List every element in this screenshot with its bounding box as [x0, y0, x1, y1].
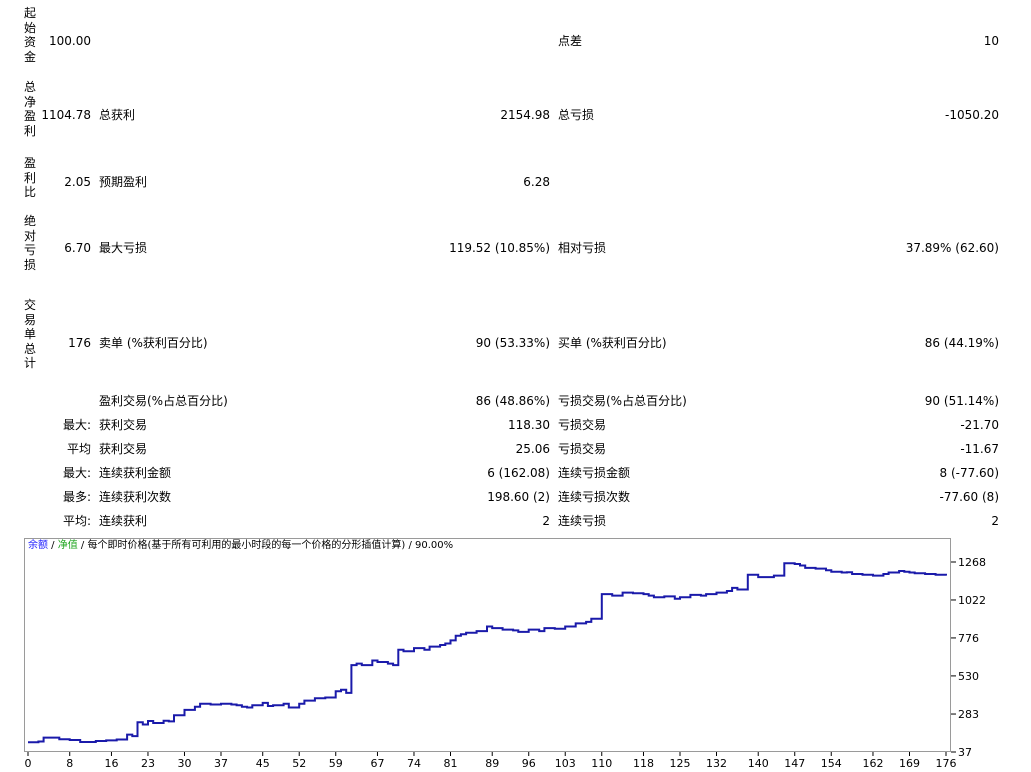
- y-tick-label: 37: [958, 746, 972, 759]
- short-positions-value: 90 (53.33%): [475, 336, 550, 350]
- x-tick-label: 37: [214, 757, 228, 770]
- legend-balance: 余额: [28, 540, 48, 551]
- row-left-label: 连续获利: [99, 514, 148, 528]
- x-tick-label: 52: [292, 757, 306, 770]
- row-right-label: 连续亏损: [558, 514, 607, 528]
- row-right-label: 亏损交易: [558, 442, 607, 456]
- y-tick-label: 776: [958, 632, 979, 645]
- x-tick-label: 16: [104, 757, 118, 770]
- x-tick-label: 74: [407, 757, 421, 770]
- row-left-label: 获利交易: [99, 442, 148, 456]
- x-tick-label: 30: [177, 757, 191, 770]
- profit-factor-value: 2.05: [64, 175, 91, 189]
- row-left-value: 2: [542, 514, 550, 528]
- gross-loss-value: -1050.20: [945, 108, 999, 122]
- x-tick-label: 0: [25, 757, 32, 770]
- loss-trades-label: 亏损交易(%占总百分比): [558, 394, 687, 408]
- row-right-label: 连续亏损金额: [558, 466, 631, 480]
- gross-loss-label: 总亏损: [558, 108, 595, 122]
- x-tick-label: 67: [370, 757, 384, 770]
- balance-chart-panel[interactable]: 余额 / 净值 / 每个即时价格(基于所有可利用的最小时段的每一个价格的分形插值…: [24, 538, 1024, 772]
- row-right-label: 连续亏损次数: [558, 490, 631, 504]
- legend-separator: /: [48, 540, 58, 551]
- absolute-drawdown-value: 6.70: [64, 241, 91, 255]
- row-left-label: 连续获利金额: [99, 466, 172, 480]
- row-right-value: -77.60 (8): [939, 490, 1000, 504]
- total-trades-value: 176: [68, 336, 91, 350]
- short-positions-label: 卖单 (%获利百分比): [99, 336, 208, 350]
- chart-legend: 余额 / 净值 / 每个即时价格(基于所有可利用的最小时段的每一个价格的分形插值…: [28, 540, 453, 552]
- row-left-label: 获利交易: [99, 418, 148, 432]
- balance-series-line: [28, 562, 947, 744]
- row-left-value: 198.60 (2): [487, 490, 550, 504]
- x-tick-label: 162: [862, 757, 883, 770]
- x-tick-label: 103: [555, 757, 576, 770]
- legend-equity: 净值: [57, 540, 78, 551]
- long-positions-value: 86 (44.19%): [924, 336, 999, 350]
- x-tick-label: 8: [66, 757, 73, 770]
- row-right-value: -11.67: [960, 442, 999, 456]
- profit-trades-value: 86 (48.86%): [475, 394, 550, 408]
- spread-value: 10: [983, 34, 999, 48]
- relative-drawdown-label: 相对亏损: [558, 241, 607, 255]
- x-tick-label: 132: [706, 757, 727, 770]
- loss-trades-value: 90 (51.14%): [924, 394, 999, 408]
- x-tick-label: 81: [443, 757, 457, 770]
- row-right-value: 2: [991, 514, 999, 528]
- x-tick-label: 169: [899, 757, 920, 770]
- row-right-label: 亏损交易: [558, 418, 607, 432]
- long-positions-label: 买单 (%获利百分比): [558, 336, 667, 350]
- gross-profit-value: 2154.98: [500, 108, 550, 122]
- y-tick-label: 283: [958, 708, 979, 721]
- absolute-drawdown-label: 绝对亏损: [23, 214, 36, 272]
- row-left-label: 连续获利次数: [99, 490, 172, 504]
- total-trades-label: 交易单总计: [23, 298, 36, 370]
- expected-payoff-value: 6.28: [523, 175, 550, 189]
- x-tick-label: 45: [256, 757, 270, 770]
- profit-factor-label: 盈利比: [23, 156, 36, 199]
- initial-deposit-value: 100.00: [49, 34, 91, 48]
- relative-drawdown-value: 37.89% (62.60): [905, 241, 999, 255]
- row-prefix: 最多:: [62, 490, 91, 504]
- initial-deposit-label: 起始资金: [23, 6, 36, 64]
- balance-chart-plot-area[interactable]: [24, 538, 951, 752]
- total-net-profit-label: 总净盈利: [23, 80, 36, 138]
- x-tick-label: 140: [748, 757, 769, 770]
- profit-trades-label: 盈利交易(%占总百分比): [99, 394, 228, 408]
- row-prefix: 平均:: [62, 514, 91, 528]
- row-left-value: 6 (162.08): [487, 466, 550, 480]
- x-tick-label: 23: [141, 757, 155, 770]
- x-tick-label: 96: [522, 757, 536, 770]
- x-tick-label: 154: [821, 757, 842, 770]
- row-prefix: 平均: [66, 442, 91, 456]
- row-left-value: 25.06: [515, 442, 550, 456]
- maximal-drawdown-value: 119.52 (10.85%): [449, 241, 550, 255]
- legend-description: / 每个即时价格(基于所有可利用的最小时段的每一个价格的分形插值计算) / 90…: [77, 540, 454, 551]
- row-prefix: 最大:: [62, 466, 91, 480]
- x-tick-label: 176: [936, 757, 957, 770]
- y-tick-label: 530: [958, 670, 979, 683]
- row-prefix: 最大:: [62, 418, 91, 432]
- y-tick-label: 1022: [958, 594, 986, 607]
- maximal-drawdown-label: 最大亏损: [99, 241, 148, 255]
- y-tick-label: 1268: [958, 556, 986, 569]
- x-tick-label: 59: [329, 757, 343, 770]
- balance-chart-svg: 1268 1022 776 530 283 37 0 8 16 23 30 37 45 52 59 67 74 8…: [25, 556, 987, 770]
- expected-payoff-label: 预期盈利: [99, 175, 148, 189]
- row-right-value: -21.70: [960, 418, 999, 432]
- x-tick-label: 125: [669, 757, 690, 770]
- spread-label: 点差: [558, 34, 583, 48]
- x-tick-label: 147: [784, 757, 805, 770]
- total-net-profit-value: 1104.78: [41, 108, 91, 122]
- x-tick-label: 118: [633, 757, 654, 770]
- row-left-value: 118.30: [508, 418, 550, 432]
- row-right-value: 8 (-77.60): [939, 466, 1000, 480]
- x-tick-label: 110: [591, 757, 612, 770]
- gross-profit-label: 总获利: [99, 108, 136, 122]
- x-tick-label: 89: [485, 757, 499, 770]
